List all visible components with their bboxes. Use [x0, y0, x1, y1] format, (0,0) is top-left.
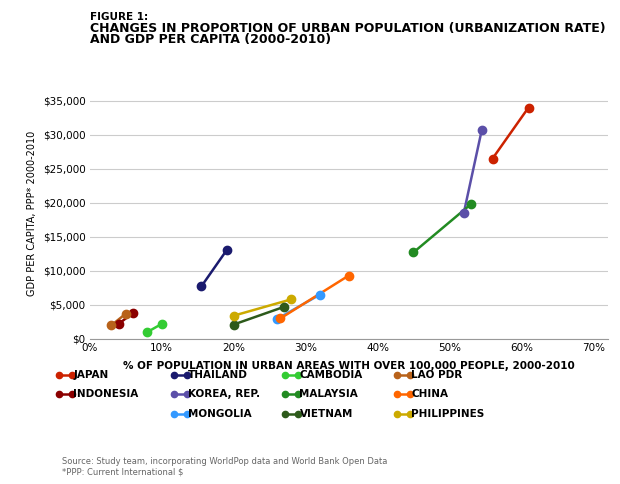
Text: CAMBODIA: CAMBODIA	[299, 370, 363, 380]
Text: KOREA, REP.: KOREA, REP.	[188, 390, 260, 399]
Text: MALAYSIA: MALAYSIA	[299, 390, 358, 399]
Text: LAO PDR: LAO PDR	[411, 370, 463, 380]
Text: THAILAND: THAILAND	[188, 370, 248, 380]
X-axis label: % OF POPULATION IN URBAN AREAS WITH OVER 100,000 PEOPLE, 2000-2010: % OF POPULATION IN URBAN AREAS WITH OVER…	[123, 361, 575, 371]
Text: CHINA: CHINA	[411, 390, 448, 399]
Text: INDONESIA: INDONESIA	[73, 390, 138, 399]
Y-axis label: GDP PER CAPITA, PPP* 2000-2010: GDP PER CAPITA, PPP* 2000-2010	[27, 130, 37, 296]
Text: AND GDP PER CAPITA (2000-2010): AND GDP PER CAPITA (2000-2010)	[90, 33, 331, 46]
Text: JAPAN: JAPAN	[73, 370, 108, 380]
Text: VIETNAM: VIETNAM	[299, 409, 353, 419]
Text: FIGURE 1:: FIGURE 1:	[90, 12, 148, 22]
Text: PHILIPPINES: PHILIPPINES	[411, 409, 484, 419]
Text: CHANGES IN PROPORTION OF URBAN POPULATION (URBANIZATION RATE): CHANGES IN PROPORTION OF URBAN POPULATIO…	[90, 22, 606, 35]
Text: MONGOLIA: MONGOLIA	[188, 409, 252, 419]
Text: Source: Study team, incorporating WorldPop data and World Bank Open Data
*PPP: C: Source: Study team, incorporating WorldP…	[62, 457, 388, 477]
